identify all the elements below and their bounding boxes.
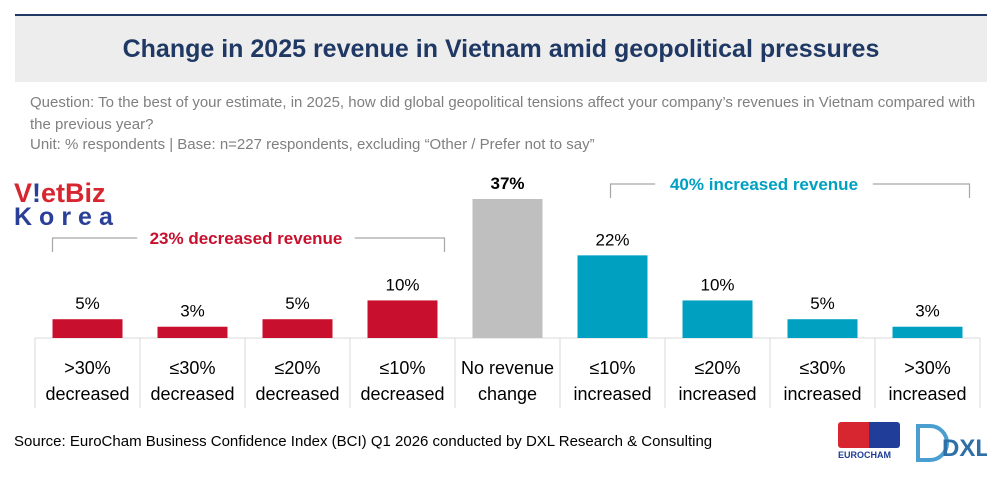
category-label: No revenue <box>461 358 554 378</box>
data-label: 37% <box>490 174 524 193</box>
category-label: ≤10% <box>590 358 636 378</box>
category-label: decreased <box>150 384 234 404</box>
bar <box>892 326 963 338</box>
eurocham-logo: EUROCHAM <box>838 422 906 468</box>
data-label: 3% <box>915 302 940 321</box>
data-label: 3% <box>180 302 205 321</box>
bar <box>682 300 753 338</box>
bar <box>577 255 648 338</box>
category-label: decreased <box>255 384 339 404</box>
source-note: Source: EuroCham Business Confidence Ind… <box>14 433 713 450</box>
vietbiz-korea-logo: V!etBiz Korea <box>14 180 120 230</box>
decreased-group-label: 23% decreased revenue <box>150 229 343 248</box>
eurocham-flag-icon <box>838 422 900 448</box>
unit-note: Unit: % respondents | Base: n=227 respon… <box>30 136 595 153</box>
vietbiz-logo-line1: V!etBiz <box>14 178 106 208</box>
increased-group-label-bg <box>655 172 873 196</box>
data-label: 22% <box>595 230 629 249</box>
category-label: >30% <box>904 358 951 378</box>
category-label: ≤30% <box>170 358 216 378</box>
category-label: increased <box>888 384 966 404</box>
category-label: ≤20% <box>275 358 321 378</box>
category-label: increased <box>783 384 861 404</box>
category-label: ≤30% <box>800 358 846 378</box>
svg-text:DXL: DXL <box>942 435 987 462</box>
bar <box>367 300 438 338</box>
title-bar: Change in 2025 revenue in Vietnam amid g… <box>15 16 987 82</box>
category-label: increased <box>678 384 756 404</box>
data-label: 5% <box>285 294 310 313</box>
data-label: 5% <box>810 294 835 313</box>
bar <box>787 319 858 338</box>
vietbiz-logo-line2: Korea <box>14 203 120 231</box>
bar <box>472 199 543 338</box>
page-title: Change in 2025 revenue in Vietnam amid g… <box>122 34 880 63</box>
data-label: 10% <box>385 275 419 294</box>
category-label: decreased <box>360 384 444 404</box>
category-label: ≤10% <box>380 358 426 378</box>
increased-group-label: 40% increased revenue <box>670 175 858 194</box>
bar <box>52 319 123 338</box>
bar <box>262 319 333 338</box>
category-label: ≤20% <box>695 358 741 378</box>
data-label: 5% <box>75 294 100 313</box>
dxl-logo: DXL <box>916 424 987 462</box>
top-rule <box>15 14 987 16</box>
bar <box>157 326 228 338</box>
category-label: >30% <box>64 358 111 378</box>
category-label: decreased <box>45 384 129 404</box>
category-label: increased <box>573 384 651 404</box>
category-label: change <box>478 384 537 404</box>
survey-question: Question: To the best of your estimate, … <box>30 94 976 133</box>
data-label: 10% <box>700 275 734 294</box>
decreased-group-label-bg <box>137 226 355 250</box>
